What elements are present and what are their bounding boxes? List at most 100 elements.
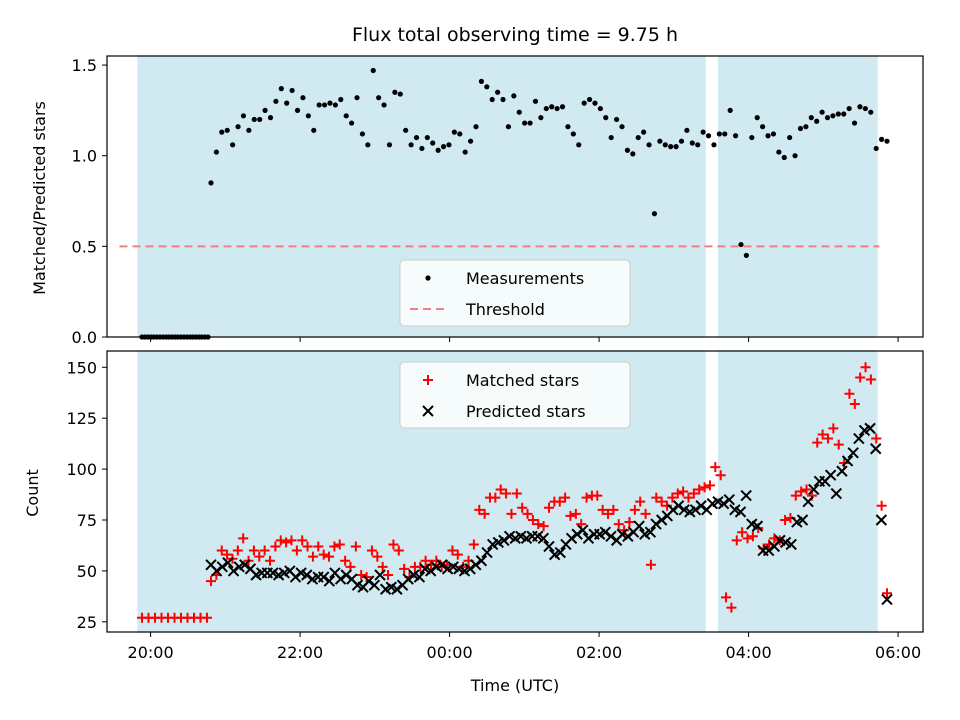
measurement-point xyxy=(695,142,701,148)
measurement-point xyxy=(511,93,517,99)
measurement-point xyxy=(230,142,236,148)
predicted-star-point xyxy=(239,559,251,571)
legend-label: Threshold xyxy=(465,300,545,319)
predicted-star-point xyxy=(723,493,735,506)
predicted-star-point xyxy=(672,500,685,512)
matched-star-point xyxy=(624,517,635,528)
measurement-point xyxy=(235,124,241,130)
measurement-point xyxy=(646,142,652,148)
predicted-star-point xyxy=(847,447,859,459)
matched-star-point xyxy=(737,527,748,538)
measurement-point xyxy=(754,115,760,121)
matched-star-point xyxy=(608,504,619,515)
predicted-star-point xyxy=(571,528,583,540)
x-tick-label: 04:00 xyxy=(726,643,772,662)
matched-star-point xyxy=(704,480,715,491)
matched-star-point xyxy=(501,488,512,499)
measurement-point xyxy=(765,133,771,139)
matched-star-point xyxy=(565,510,576,521)
predicted-star-point xyxy=(599,526,612,538)
measurement-point xyxy=(440,144,447,150)
legend-label: Matched stars xyxy=(466,371,579,390)
matched-star-point xyxy=(254,551,265,562)
matched-star-point xyxy=(603,508,614,519)
measurement-point xyxy=(554,105,560,112)
y-tick-label: 125 xyxy=(66,409,97,428)
matched-star-point xyxy=(817,429,828,440)
x-axis-label: Time (UTC) xyxy=(470,676,559,695)
measurement-point xyxy=(760,124,766,130)
y-tick-label: 150 xyxy=(66,358,97,377)
matched-star-point xyxy=(710,462,721,473)
predicted-star-point xyxy=(289,571,302,583)
measurement-point xyxy=(300,95,306,101)
measurement-point xyxy=(495,89,501,95)
top-y-axis-label: Matched/Predicted stars xyxy=(30,101,49,295)
matched-star-point xyxy=(334,539,345,550)
matched-star-point xyxy=(506,508,517,519)
measurement-point xyxy=(419,145,425,152)
measurement-point xyxy=(538,115,544,121)
measurement-point xyxy=(770,131,777,137)
measurement-point xyxy=(267,115,274,121)
matched-star-point xyxy=(232,545,243,556)
predicted-star-point xyxy=(870,443,882,455)
measurement-point xyxy=(776,149,782,155)
matched-star-point xyxy=(882,588,892,599)
measurement-point xyxy=(851,120,858,126)
matched-star-point xyxy=(479,508,490,519)
legend-label: Predicted stars xyxy=(466,402,586,421)
y-tick-label: 75 xyxy=(77,511,97,530)
predicted-star-point xyxy=(577,524,589,536)
measurement-point xyxy=(273,98,279,104)
measurement-point xyxy=(830,113,836,119)
predicted-star-point xyxy=(689,504,702,516)
measurement-point xyxy=(435,147,441,153)
matched-star-point xyxy=(318,549,329,560)
predicted-star-point xyxy=(301,569,313,581)
predicted-star-point xyxy=(836,465,848,477)
measurement-point xyxy=(662,142,668,148)
matched-star-point xyxy=(222,549,233,560)
x-tick-label: 02:00 xyxy=(576,643,622,662)
matched-star-point xyxy=(726,602,737,613)
matched-star-point xyxy=(447,545,458,556)
matched-star-point xyxy=(683,492,694,503)
predicted-star-point xyxy=(227,565,240,577)
matched-star-point xyxy=(216,545,227,556)
matched-star-point xyxy=(291,545,302,556)
matched-star-point xyxy=(844,388,855,399)
matched-star-point xyxy=(420,555,431,566)
matched-star-point xyxy=(656,496,667,507)
predicted-star-point xyxy=(785,538,797,551)
matched-star-point xyxy=(533,519,544,530)
measurement-point xyxy=(251,116,257,123)
matched-star-point xyxy=(651,492,662,503)
measurement-point xyxy=(673,144,679,150)
legend-matched-swatch xyxy=(423,375,433,385)
measurement-point xyxy=(370,67,376,74)
measurement-point xyxy=(338,96,344,103)
predicted-star-point xyxy=(317,571,330,583)
measurement-point xyxy=(884,138,890,144)
matched-star-point xyxy=(839,457,850,468)
measurement-point xyxy=(576,142,582,148)
measurement-point xyxy=(619,124,625,130)
measurement-point xyxy=(397,91,403,97)
predicted-star-point xyxy=(667,504,679,516)
matched-star-point xyxy=(399,563,410,574)
matched-star-point xyxy=(527,515,538,526)
measurement-point xyxy=(478,78,484,84)
measurement-point xyxy=(500,96,506,103)
measurement-point xyxy=(467,138,474,144)
matched-star-point xyxy=(259,545,270,556)
measurement-point xyxy=(705,133,712,139)
predicted-star-point xyxy=(565,532,578,545)
matched-star-point xyxy=(495,484,506,495)
predicted-star-point xyxy=(436,559,448,571)
matched-star-point xyxy=(742,533,753,544)
measurement-point xyxy=(608,134,614,141)
matched-star-point xyxy=(678,486,689,497)
measurement-point xyxy=(246,127,252,133)
measurement-point xyxy=(549,104,555,110)
